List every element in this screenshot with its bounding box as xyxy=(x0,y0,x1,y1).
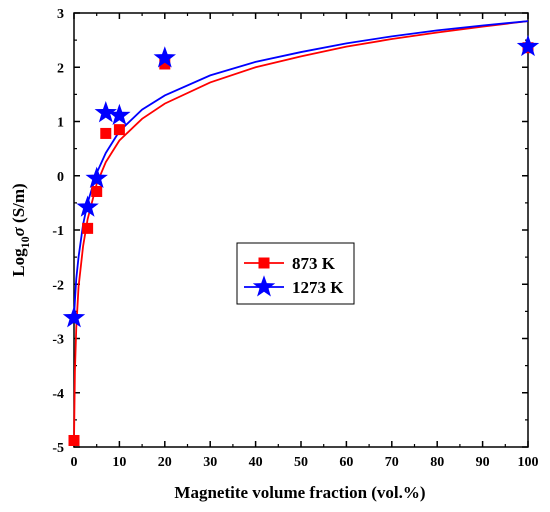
plot-frame xyxy=(73,12,529,448)
y-axis-label-symbol: σ xyxy=(9,226,28,236)
x-tick-label: 50 xyxy=(294,455,308,470)
fit-curve-series-2 xyxy=(73,20,529,318)
data-point-series-2 xyxy=(108,103,131,126)
fit-curve-series-1 xyxy=(73,20,529,441)
x-tick-label: 80 xyxy=(430,455,444,470)
y-tick-label: 2 xyxy=(57,61,64,76)
y-tick-label: 1 xyxy=(57,116,64,131)
data-point-series-1 xyxy=(91,185,103,197)
data-point-series-2 xyxy=(85,166,108,188)
x-tick-label: 0 xyxy=(71,455,78,470)
data-point-series-2 xyxy=(94,101,117,123)
y-tick-label: -3 xyxy=(52,333,64,348)
data-point-series-1 xyxy=(82,222,94,234)
data-point-series-2 xyxy=(516,34,540,57)
y-tick-label: 3 xyxy=(57,7,64,22)
x-tick-label: 100 xyxy=(518,455,539,470)
y-axis-label-unit: (S/m) xyxy=(9,183,28,227)
fit-curves xyxy=(73,20,529,441)
y-tick-label: 0 xyxy=(57,170,64,185)
x-tick-label: 70 xyxy=(385,455,399,470)
legend-marker xyxy=(258,257,270,269)
legend-box xyxy=(236,242,355,305)
legend: 873 K 1273 K xyxy=(236,242,355,305)
plot-axes xyxy=(73,12,529,448)
y-axis-label-prefix: Log xyxy=(9,248,28,277)
x-tick-label: 10 xyxy=(112,455,126,470)
y-tick-label: -2 xyxy=(52,278,64,293)
legend-label: 1273 K xyxy=(292,278,344,297)
y-tick-label: -5 xyxy=(52,441,64,456)
x-tick-label: 30 xyxy=(203,455,217,470)
x-axis-label: Magnetite volume fraction (vol.%) xyxy=(174,483,425,502)
tick-labels: 0 10 20 30 40 50 60 70 80 90 100 -5 -4 -3 -2 -1 0 1 2 3 xyxy=(52,7,538,470)
data-point-series-1 xyxy=(113,124,125,136)
legend-label: 873 K xyxy=(292,254,336,273)
x-tick-label: 20 xyxy=(158,455,172,470)
x-tick-label: 90 xyxy=(476,455,490,470)
data-point-series-2 xyxy=(153,46,176,68)
data-point-series-1 xyxy=(159,58,171,70)
data-point-series-2 xyxy=(76,195,99,217)
y-tick-label: -4 xyxy=(52,387,64,402)
data-point-series-1 xyxy=(100,127,112,139)
x-tick-label: 40 xyxy=(249,455,263,470)
y-tick-label: -1 xyxy=(52,224,64,239)
data-point-series-1 xyxy=(68,434,80,446)
data-points xyxy=(62,34,540,446)
y-axis-label-subscript: 10 xyxy=(18,236,32,248)
data-point-series-2 xyxy=(62,306,86,328)
legend-marker xyxy=(252,275,276,297)
y-axis-label: Log10σ (S/m) xyxy=(9,183,32,276)
x-tick-label: 60 xyxy=(339,455,353,470)
